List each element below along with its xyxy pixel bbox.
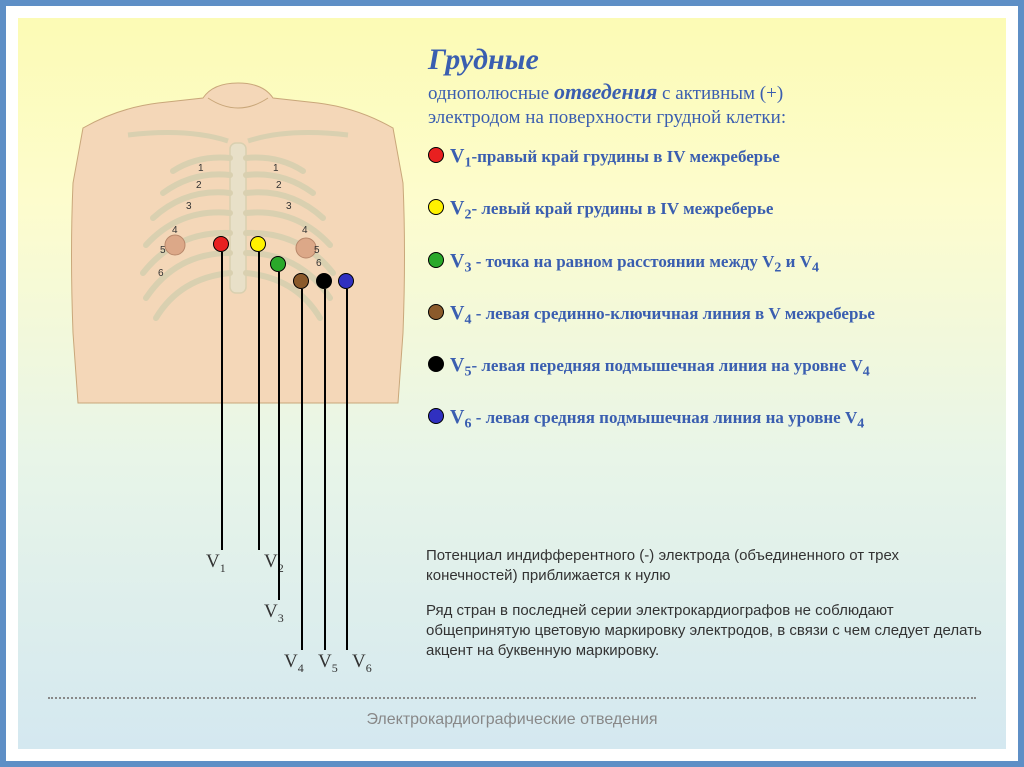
lead-line-label-v4: V4 bbox=[284, 651, 304, 676]
rib-number: 4 bbox=[302, 225, 308, 236]
rib-number: 1 bbox=[273, 163, 279, 174]
outer-frame: Грудные однополюсные отведения с активны… bbox=[0, 0, 1024, 767]
lead-text-v5: V5- левая передняя подмышечная линия на … bbox=[450, 352, 870, 382]
lead-item-v6: V6 - левая средняя подмышечная линия на … bbox=[428, 404, 988, 434]
lead-line-label-v6: V6 bbox=[352, 651, 372, 676]
title-line-3: электродом на поверхности грудной клетки… bbox=[428, 107, 988, 129]
lead-line-label-v1: V1 bbox=[206, 551, 226, 576]
lead-text-v6: V6 - левая средняя подмышечная линия на … bbox=[450, 404, 864, 434]
notes-block: Потенциал индифферентного (-) электрода … bbox=[426, 546, 986, 675]
lead-line-v2 bbox=[258, 252, 260, 550]
rib-number: 2 bbox=[276, 180, 282, 191]
rib-number: 5 bbox=[160, 245, 166, 256]
rib-number: 1 bbox=[198, 163, 204, 174]
torso-svg bbox=[58, 73, 418, 413]
lead-item-v2: V2- левый край грудины в IV межреберье bbox=[428, 195, 988, 225]
title-word-1: Грудные bbox=[428, 43, 539, 76]
lead-dot-v1 bbox=[428, 147, 444, 163]
lead-text-v1: V1-правый край грудины в IV межреберье bbox=[450, 143, 780, 173]
title-line-1: Грудные bbox=[428, 43, 988, 77]
note-2: Ряд стран в последней серии электрокарди… bbox=[426, 601, 986, 662]
rib-number: 5 bbox=[314, 245, 320, 256]
lead-item-v4: V4 - левая срединно-ключичная линия в V … bbox=[428, 300, 988, 330]
note-1: Потенциал индифферентного (-) электрода … bbox=[426, 546, 986, 587]
lead-line-v5 bbox=[324, 289, 326, 650]
electrode-v6 bbox=[338, 273, 354, 289]
lead-line-label-v2: V2 bbox=[264, 551, 284, 576]
electrode-v1 bbox=[213, 236, 229, 252]
rib-number: 6 bbox=[158, 268, 164, 279]
electrode-v3 bbox=[270, 256, 286, 272]
electrode-v5 bbox=[316, 273, 332, 289]
lead-dot-v4 bbox=[428, 304, 444, 320]
electrode-v2 bbox=[250, 236, 266, 252]
footer-caption: Электрокардиографические отведения bbox=[18, 711, 1006, 729]
lead-item-v1: V1-правый край грудины в IV межреберье bbox=[428, 143, 988, 173]
electrode-v4 bbox=[293, 273, 309, 289]
footer-divider bbox=[48, 697, 976, 699]
lead-dot-v6 bbox=[428, 408, 444, 424]
slide-body: Грудные однополюсные отведения с активны… bbox=[18, 18, 1006, 749]
lead-dot-v5 bbox=[428, 356, 444, 372]
lead-line-label-v5: V5 bbox=[318, 651, 338, 676]
lead-line-v4 bbox=[301, 289, 303, 650]
rib-number: 6 bbox=[316, 258, 322, 269]
lead-text-v2: V2- левый край грудины в IV межреберье bbox=[450, 195, 773, 225]
lead-line-label-v3: V3 bbox=[264, 601, 284, 626]
text-content: Грудные однополюсные отведения с активны… bbox=[428, 43, 988, 457]
lead-line-v3 bbox=[278, 272, 280, 600]
rib-number: 2 bbox=[196, 180, 202, 191]
title-line-2: однополюсные отведения с активным (+) bbox=[428, 79, 988, 105]
rib-number: 3 bbox=[286, 201, 292, 212]
lead-dot-v3 bbox=[428, 252, 444, 268]
rib-number: 3 bbox=[186, 201, 192, 212]
lead-text-v3: V3 - точка на равном расстоянии между V2… bbox=[450, 248, 819, 278]
chest-diagram: 123456123456V1V2V3V4V5V6 bbox=[58, 73, 418, 673]
lead-dot-v2 bbox=[428, 199, 444, 215]
lead-item-v3: V3 - точка на равном расстоянии между V2… bbox=[428, 248, 988, 278]
lead-item-v5: V5- левая передняя подмышечная линия на … bbox=[428, 352, 988, 382]
lead-list: V1-правый край грудины в IV межреберье V2… bbox=[428, 143, 988, 435]
lead-line-v6 bbox=[346, 289, 348, 650]
lead-text-v4: V4 - левая срединно-ключичная линия в V … bbox=[450, 300, 875, 330]
rib-number: 4 bbox=[172, 225, 178, 236]
lead-line-v1 bbox=[221, 252, 223, 550]
